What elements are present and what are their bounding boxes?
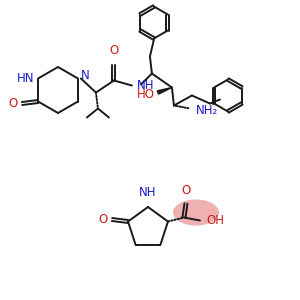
- Text: HO: HO: [137, 88, 155, 101]
- Text: NH: NH: [139, 186, 157, 199]
- Ellipse shape: [173, 200, 219, 226]
- Text: O: O: [9, 97, 18, 110]
- Text: OH: OH: [206, 214, 224, 227]
- Text: O: O: [99, 213, 108, 226]
- Polygon shape: [157, 88, 172, 94]
- Text: O: O: [181, 184, 190, 196]
- Text: HN: HN: [16, 72, 34, 85]
- Text: NH: NH: [137, 79, 154, 92]
- Text: N: N: [81, 69, 90, 82]
- Text: NH₂: NH₂: [196, 104, 218, 117]
- Text: O: O: [109, 44, 119, 58]
